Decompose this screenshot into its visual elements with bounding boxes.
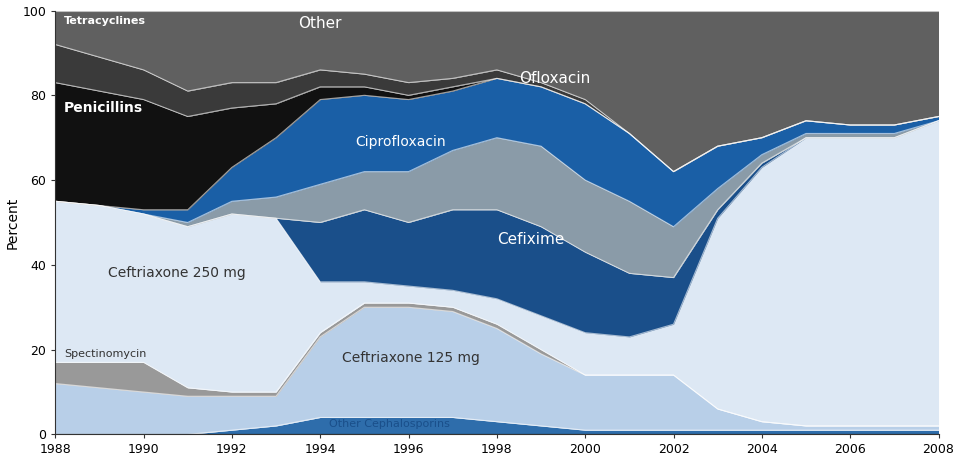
Text: Ciprofloxacin: Ciprofloxacin xyxy=(355,135,446,149)
Text: Spectinomycin: Spectinomycin xyxy=(64,349,147,359)
Text: Other Cephalosporins: Other Cephalosporins xyxy=(329,419,450,429)
Text: Penicillins: Penicillins xyxy=(64,101,143,115)
Text: Other: Other xyxy=(299,16,342,31)
Y-axis label: Percent: Percent xyxy=(6,196,19,249)
Text: Ceftriaxone 125 mg: Ceftriaxone 125 mg xyxy=(343,351,480,365)
Text: Ceftriaxone 250 mg: Ceftriaxone 250 mg xyxy=(108,267,246,280)
Text: Cefixime: Cefixime xyxy=(497,232,564,247)
Text: Ofloxacin: Ofloxacin xyxy=(519,71,590,86)
Text: Tetracyclines: Tetracyclines xyxy=(64,16,146,26)
